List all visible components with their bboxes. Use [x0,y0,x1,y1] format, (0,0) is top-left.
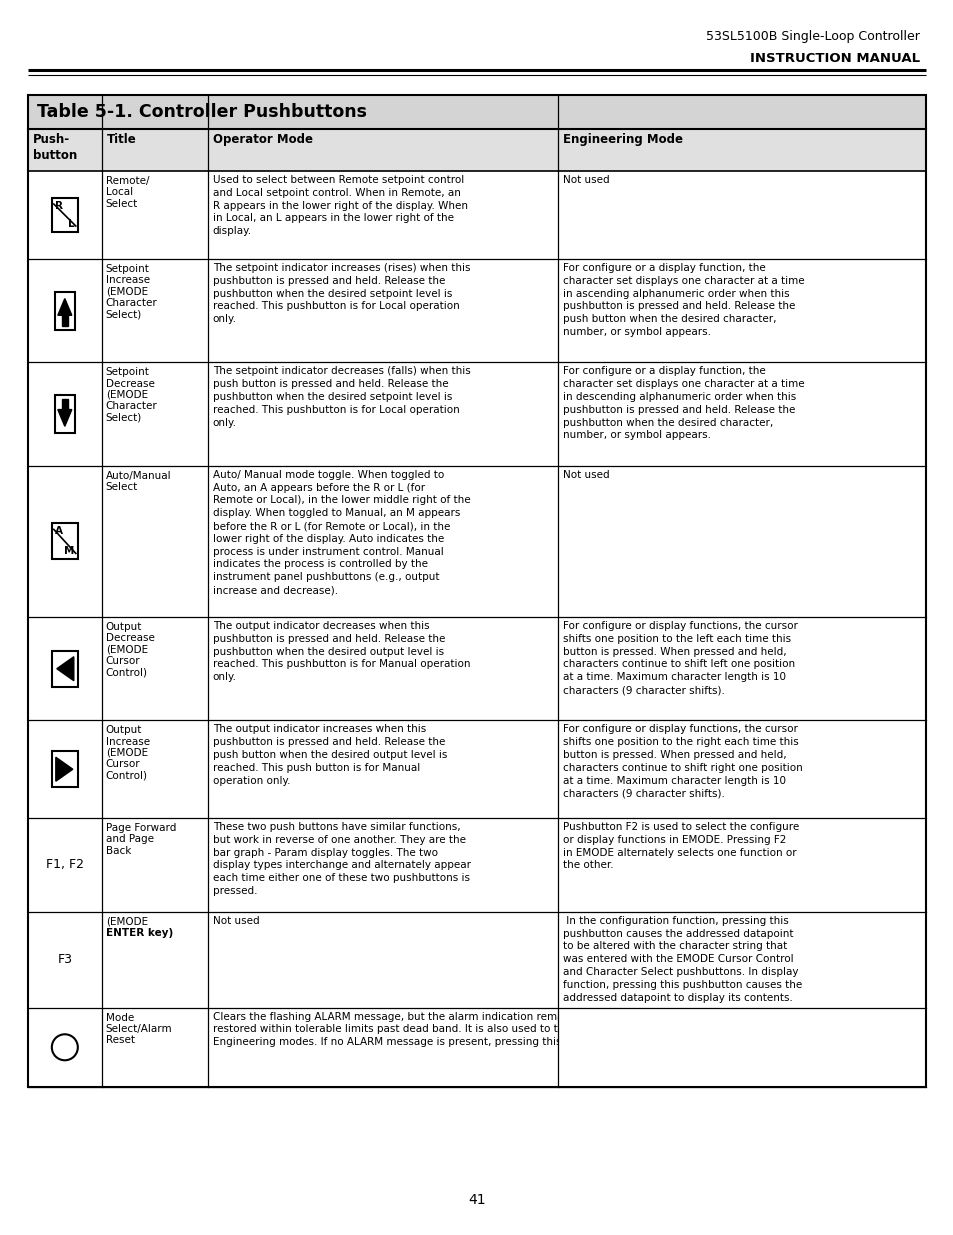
Circle shape [51,1034,78,1061]
Text: Clears the flashing ALARM message, but the alarm indication remains until the pr: Clears the flashing ALARM message, but t… [213,1011,725,1047]
Text: Auto/ Manual mode toggle. When toggled to
Auto, an A appears before the R or L (: Auto/ Manual mode toggle. When toggled t… [213,469,470,595]
Text: The setpoint indicator increases (rises) when this
pushbutton is pressed and hel: The setpoint indicator increases (rises)… [213,263,470,325]
Text: Control): Control) [106,667,148,677]
Text: Increase: Increase [106,275,150,285]
Bar [28,362,925,466]
Text: Select: Select [106,482,138,492]
Text: Select): Select) [106,412,142,422]
Text: (EMODE: (EMODE [106,645,148,655]
Text: Pushbutton F2 is used to select the configure
or display functions in EMODE. Pre: Pushbutton F2 is used to select the conf… [562,823,799,871]
Text: Select/Alarm: Select/Alarm [106,1024,172,1034]
Bar [54,395,74,433]
Text: Engineering Mode: Engineering Mode [562,133,682,146]
Bar [28,466,925,618]
Text: 41: 41 [468,1193,485,1207]
Bar [28,95,925,128]
Text: Page Forward: Page Forward [106,823,175,834]
Text: Output: Output [106,622,142,632]
Text: Decrease: Decrease [106,634,154,643]
Text: These two push buttons have similar functions,
but work in reverse of one anothe: These two push buttons have similar func… [213,823,470,897]
Bar [28,618,925,720]
Text: Select): Select) [106,309,142,319]
Text: INSTRUCTION MANUAL: INSTRUCTION MANUAL [749,52,919,65]
Bar [28,1008,925,1087]
Text: Push-
button: Push- button [33,133,77,162]
Text: Operator Mode: Operator Mode [213,133,313,146]
Text: (EMODE: (EMODE [106,287,148,296]
Text: Decrease: Decrease [106,379,154,389]
Text: and Page: and Page [106,835,153,845]
Text: Back: Back [106,846,131,856]
Text: Setpoint: Setpoint [106,264,150,274]
Text: Not used: Not used [213,916,259,926]
Text: F3: F3 [57,953,72,966]
Text: For configure or a display function, the
character set displays one character at: For configure or a display function, the… [562,367,803,441]
Bar [28,95,925,1087]
Bar [28,170,925,259]
Polygon shape [58,299,71,315]
Text: Cursor: Cursor [106,656,140,666]
Text: Local: Local [106,188,132,198]
Text: (EMODE: (EMODE [106,748,148,758]
Text: Select: Select [106,199,138,209]
Bar [28,259,925,362]
Bar [51,751,78,787]
Text: For configure or display functions, the cursor
shifts one position to the left e: For configure or display functions, the … [562,621,797,695]
Bar [51,524,78,559]
Text: M: M [65,546,74,557]
Text: Setpoint: Setpoint [106,368,150,378]
Text: (EMODE: (EMODE [106,390,148,400]
Text: F1, F2: F1, F2 [46,858,84,872]
Text: 53SL5100B Single-Loop Controller: 53SL5100B Single-Loop Controller [705,30,919,43]
Bar [54,291,74,330]
Text: The setpoint indicator decreases (falls) when this
push button is pressed and he: The setpoint indicator decreases (falls)… [213,367,470,427]
Text: For configure or display functions, the cursor
shifts one position to the right : For configure or display functions, the … [562,725,801,798]
Text: Control): Control) [106,771,148,781]
Text: Mode: Mode [106,1013,133,1023]
Text: Title: Title [107,133,136,146]
Bar [28,818,925,911]
Text: Table 5-1. Controller Pushbuttons: Table 5-1. Controller Pushbuttons [37,103,367,121]
Text: A: A [54,526,63,536]
Text: Character: Character [106,401,157,411]
Polygon shape [56,757,72,782]
Text: In the configuration function, pressing this
pushbutton causes the addressed dat: In the configuration function, pressing … [562,916,801,1003]
Text: (EMODE: (EMODE [106,916,148,926]
Text: For configure or a display function, the
character set displays one character at: For configure or a display function, the… [562,263,803,337]
Text: Reset: Reset [106,1035,134,1045]
Text: Not used: Not used [562,469,609,480]
Text: Used to select between Remote setpoint control
and Local setpoint control. When : Used to select between Remote setpoint c… [213,175,467,236]
Text: Increase: Increase [106,736,150,747]
Text: Remote/: Remote/ [106,177,149,186]
Text: L: L [68,219,74,228]
Bar [51,651,78,687]
Bar [28,128,925,170]
Text: Auto/Manual: Auto/Manual [106,471,172,480]
Polygon shape [62,315,68,326]
Polygon shape [62,399,68,410]
Text: Not used: Not used [562,175,609,185]
Text: R: R [54,201,63,211]
Polygon shape [57,657,73,680]
Polygon shape [58,410,71,426]
Text: Character: Character [106,298,157,308]
Bar [51,198,78,232]
Text: Cursor: Cursor [106,760,140,769]
Text: The output indicator increases when this
pushbutton is pressed and held. Release: The output indicator increases when this… [213,725,447,785]
Bar [28,720,925,818]
Text: ENTER key): ENTER key) [106,927,172,939]
Bar [28,911,925,1008]
Text: The output indicator decreases when this
pushbutton is pressed and held. Release: The output indicator decreases when this… [213,621,470,682]
Text: Output: Output [106,725,142,735]
